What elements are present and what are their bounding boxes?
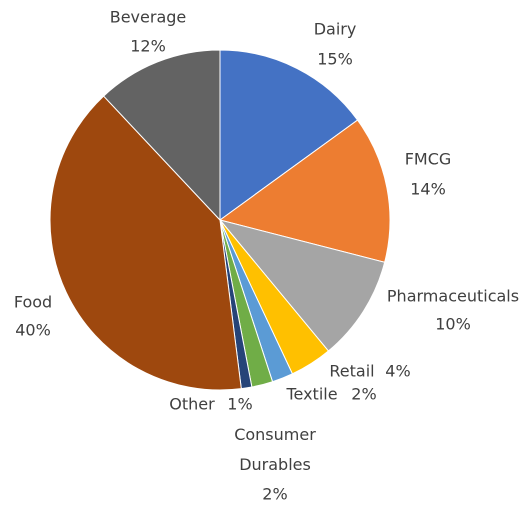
slice-value-label: 10% (435, 315, 471, 334)
slice-label: Textile (285, 385, 337, 404)
slice-label: Pharmaceuticals (387, 287, 519, 306)
slice-label: Consumer Durables (234, 425, 316, 474)
pie-slice (218, 119, 391, 263)
slice-value-label: 12% (130, 37, 166, 56)
slice-label: Retail (329, 362, 374, 381)
slice-value-label: 40% (15, 321, 51, 340)
pie-slice (218, 219, 386, 352)
slice-value-label: 2% (351, 385, 376, 404)
slice-label: Food (14, 293, 52, 312)
slice-value-label: 14% (410, 180, 446, 199)
slice-value-label: 4% (385, 362, 410, 381)
slice-label: FMCG (405, 150, 452, 169)
slice-label: Other (169, 395, 215, 414)
slice-value-label: 15% (317, 50, 353, 69)
pie-slice (49, 95, 242, 391)
slice-label: Dairy (314, 20, 357, 39)
slice-value-label: 1% (227, 395, 252, 414)
pie-slice (102, 49, 221, 222)
pie-slice (219, 49, 359, 221)
slice-value-label: 2% (262, 485, 287, 504)
slice-label: Beverage (110, 8, 187, 27)
